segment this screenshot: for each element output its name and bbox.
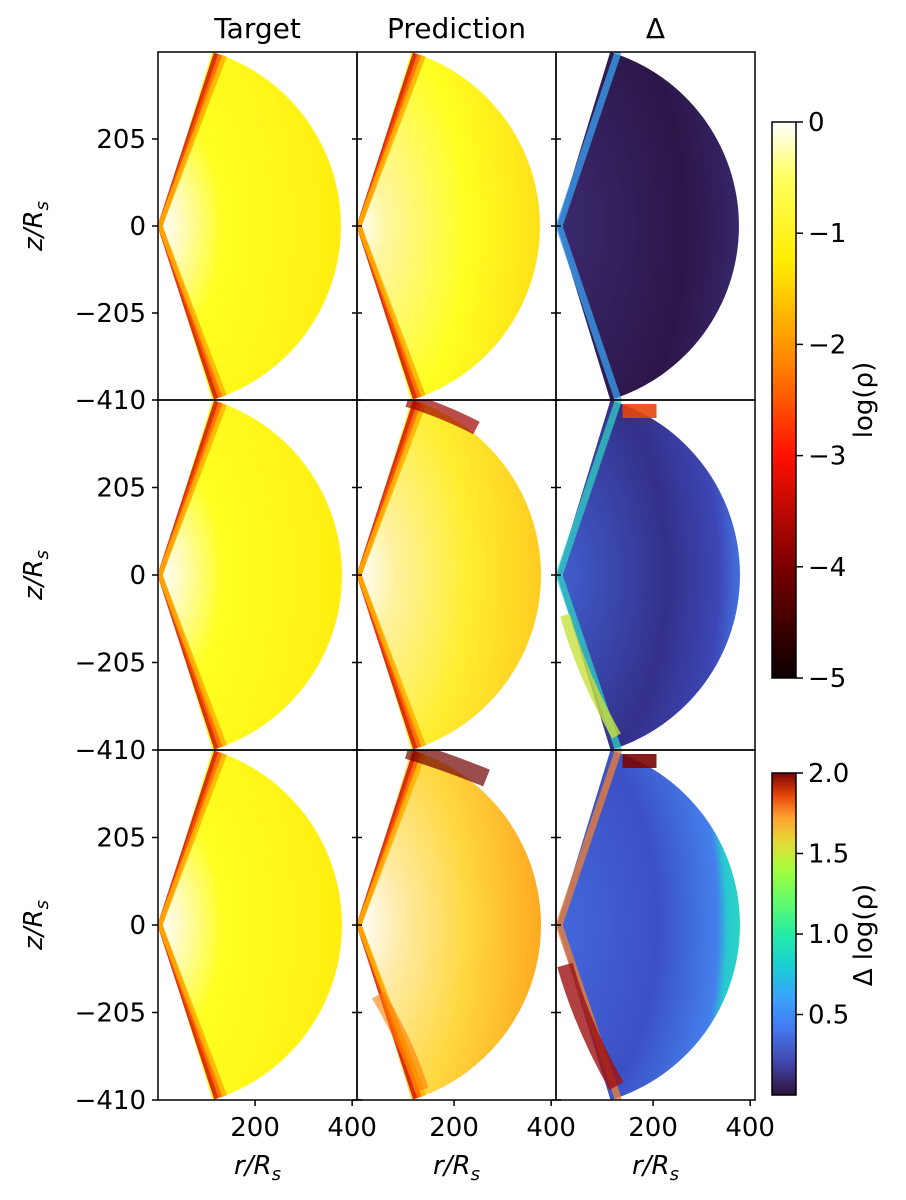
colorbar-tick-label: −5 [808,664,846,694]
panel-r1-delta [556,52,739,400]
y-axis-label-sub: s [32,550,53,559]
colorbar-label: log(ρ) [849,362,879,438]
panel-r1-target [158,52,341,400]
colorbar-tick-label: 1.0 [808,920,849,950]
pole-cap [404,750,490,787]
delta-pole-hotspot [622,404,657,418]
colorbar-tick-label: 0 [808,108,825,138]
prediction-streak [371,991,429,1093]
y-tick-label: −205 [75,999,146,1029]
density-map [557,750,740,1100]
y-tick-label: 0 [129,911,146,941]
panel-r2-prediction [357,400,541,750]
column-title-3: Δ [646,12,665,45]
y-tick-label: −410 [75,1086,146,1116]
x-tick-label: 200 [429,1113,479,1143]
density-map [159,750,342,1100]
y-tick-label: 0 [129,561,146,591]
x-axis-label: r/Rs [632,1151,679,1185]
x-tick-label: 200 [230,1113,280,1143]
panel-r1-prediction [357,52,540,400]
delta-edge-streak [556,52,622,228]
x-axis-label-sub: s [670,1164,679,1185]
y-axis-label-main: z/R [19,210,49,251]
colorbar-tick-label: −4 [808,553,846,583]
colorbar-tick-label: −2 [808,330,846,360]
cone-edge-streak [158,574,227,747]
cone-edge-streak [357,753,426,926]
x-tick-label: 400 [725,1113,775,1143]
density-map [358,400,541,750]
y-tick-label: −205 [75,649,146,679]
colorbar-2 [771,772,803,1096]
y-tick-label: −410 [75,386,146,416]
y-axis-label: z/Rs [19,201,53,252]
column-title-1: Target [213,12,301,45]
x-axis-label-main: r/R [433,1151,471,1181]
colorbar-gradient [771,772,797,1096]
column-title-2: Prediction [387,12,526,45]
y-tick-label: −410 [75,736,146,766]
delta-edge-streak [556,750,622,927]
cone-edge-streak [158,403,227,576]
density-map [358,750,541,1100]
x-tick-label: 200 [628,1113,678,1143]
cone-edge-streak [357,55,426,227]
colorbar-tick-label: −3 [808,442,846,472]
delta-hotspot [557,962,624,1090]
panel-r3-prediction [357,750,541,1100]
y-tick-label: −205 [75,299,146,329]
colorbar-tick-label: 1.5 [808,840,849,870]
delta-edge-streak [556,224,622,400]
density-map [358,52,540,400]
y-tick-label: 205 [96,474,146,504]
y-tick-label: 205 [96,125,146,155]
y-axis-label: z/Rs [19,900,53,951]
cone-edge-streak [158,55,227,227]
cone-edge-streak [357,574,426,747]
panel-r2-target [158,400,342,750]
cone-edge-streak [158,924,227,1097]
panel-r3-target [158,750,342,1100]
colorbar-tick-label: −1 [808,219,846,249]
colorbar-1 [771,121,803,679]
delta-edge-streak [556,400,622,577]
y-axis-label-sub: s [32,201,53,210]
y-axis-label-main: z/R [19,909,49,950]
density-map [159,400,342,750]
panel-r2-delta [556,400,740,750]
cone-edge-streak [357,225,426,397]
colorbar-tick-label: 2.0 [808,759,849,789]
delta-pole-hotspot [622,754,657,768]
y-axis-label-main: z/R [19,559,49,600]
density-map [557,400,740,750]
x-axis-label: r/Rs [234,1151,281,1185]
cone-edge-streak [357,403,426,576]
y-tick-label: 0 [129,212,146,242]
colorbar-gradient [771,121,797,679]
x-tick-label: 400 [327,1113,377,1143]
cone-edge-streak [158,753,227,926]
density-map [159,52,341,400]
y-axis-label: z/Rs [19,550,53,601]
pole-cap [405,400,480,435]
y-tick-label: 205 [96,824,146,854]
cone-edge-streak [158,225,227,397]
colorbar-label: Δ log(ρ) [849,884,879,986]
x-axis-label-sub: s [272,1164,281,1185]
y-axis-label-sub: s [32,900,53,909]
x-tick-label: 400 [526,1113,576,1143]
x-axis-label: r/Rs [433,1151,480,1185]
panel-r3-delta [556,750,740,1100]
x-axis-label-main: r/R [234,1151,272,1181]
x-axis-label-main: r/R [632,1151,670,1181]
x-axis-label-sub: s [471,1164,480,1185]
density-map [557,52,739,400]
delta-hotspot [560,613,621,739]
colorbar-tick-label: 0.5 [808,1001,849,1031]
